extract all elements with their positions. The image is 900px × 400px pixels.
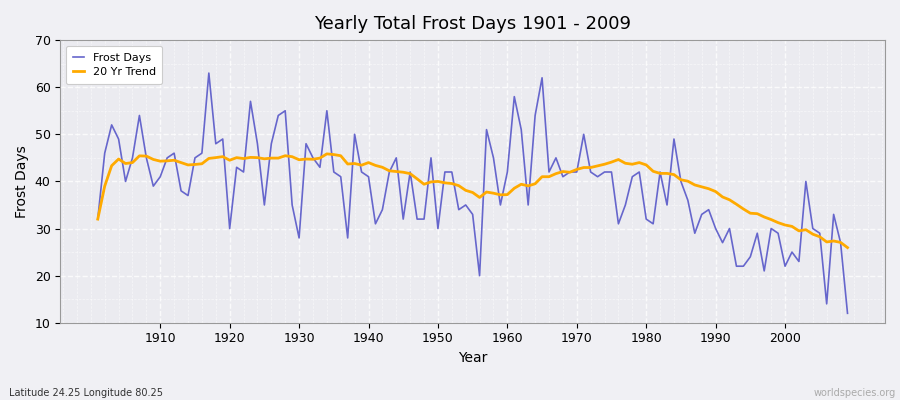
20 Yr Trend xyxy=(93,217,104,222)
Text: worldspecies.org: worldspecies.org xyxy=(814,388,896,398)
20 Yr Trend xyxy=(842,245,853,250)
20 Yr Trend xyxy=(321,152,332,156)
Frost Days xyxy=(93,217,104,222)
20 Yr Trend xyxy=(502,192,513,197)
Frost Days xyxy=(203,71,214,76)
20 Yr Trend xyxy=(148,157,158,162)
20 Yr Trend xyxy=(349,161,360,166)
Line: Frost Days: Frost Days xyxy=(98,73,848,313)
Frost Days xyxy=(508,94,519,99)
Line: 20 Yr Trend: 20 Yr Trend xyxy=(98,154,848,248)
20 Yr Trend xyxy=(592,164,603,168)
Frost Days xyxy=(148,184,158,188)
20 Yr Trend xyxy=(508,186,519,191)
Frost Days xyxy=(308,156,319,160)
Legend: Frost Days, 20 Yr Trend: Frost Days, 20 Yr Trend xyxy=(66,46,162,84)
Frost Days xyxy=(842,311,853,316)
Frost Days xyxy=(349,132,360,137)
Title: Yearly Total Frost Days 1901 - 2009: Yearly Total Frost Days 1901 - 2009 xyxy=(314,15,631,33)
Y-axis label: Frost Days: Frost Days xyxy=(15,145,29,218)
20 Yr Trend xyxy=(301,157,311,162)
Text: Latitude 24.25 Longitude 80.25: Latitude 24.25 Longitude 80.25 xyxy=(9,388,163,398)
X-axis label: Year: Year xyxy=(458,351,487,365)
Frost Days xyxy=(502,170,513,174)
Frost Days xyxy=(592,174,603,179)
